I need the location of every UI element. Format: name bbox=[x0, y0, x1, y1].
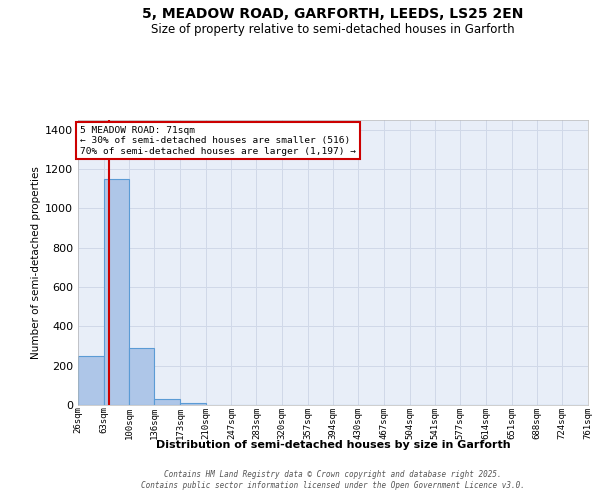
Text: 5 MEADOW ROAD: 71sqm
← 30% of semi-detached houses are smaller (516)
70% of semi: 5 MEADOW ROAD: 71sqm ← 30% of semi-detac… bbox=[80, 126, 356, 156]
Bar bbox=[180, 403, 206, 405]
Text: Distribution of semi-detached houses by size in Garforth: Distribution of semi-detached houses by … bbox=[155, 440, 511, 450]
Y-axis label: Number of semi-detached properties: Number of semi-detached properties bbox=[31, 166, 41, 359]
Bar bbox=[154, 399, 180, 405]
Bar bbox=[78, 356, 104, 405]
Text: Contains HM Land Registry data © Crown copyright and database right 2025.
Contai: Contains HM Land Registry data © Crown c… bbox=[141, 470, 525, 490]
Bar bbox=[130, 348, 154, 405]
Bar bbox=[104, 179, 130, 405]
Text: 5, MEADOW ROAD, GARFORTH, LEEDS, LS25 2EN: 5, MEADOW ROAD, GARFORTH, LEEDS, LS25 2E… bbox=[142, 6, 524, 20]
Text: Size of property relative to semi-detached houses in Garforth: Size of property relative to semi-detach… bbox=[151, 22, 515, 36]
